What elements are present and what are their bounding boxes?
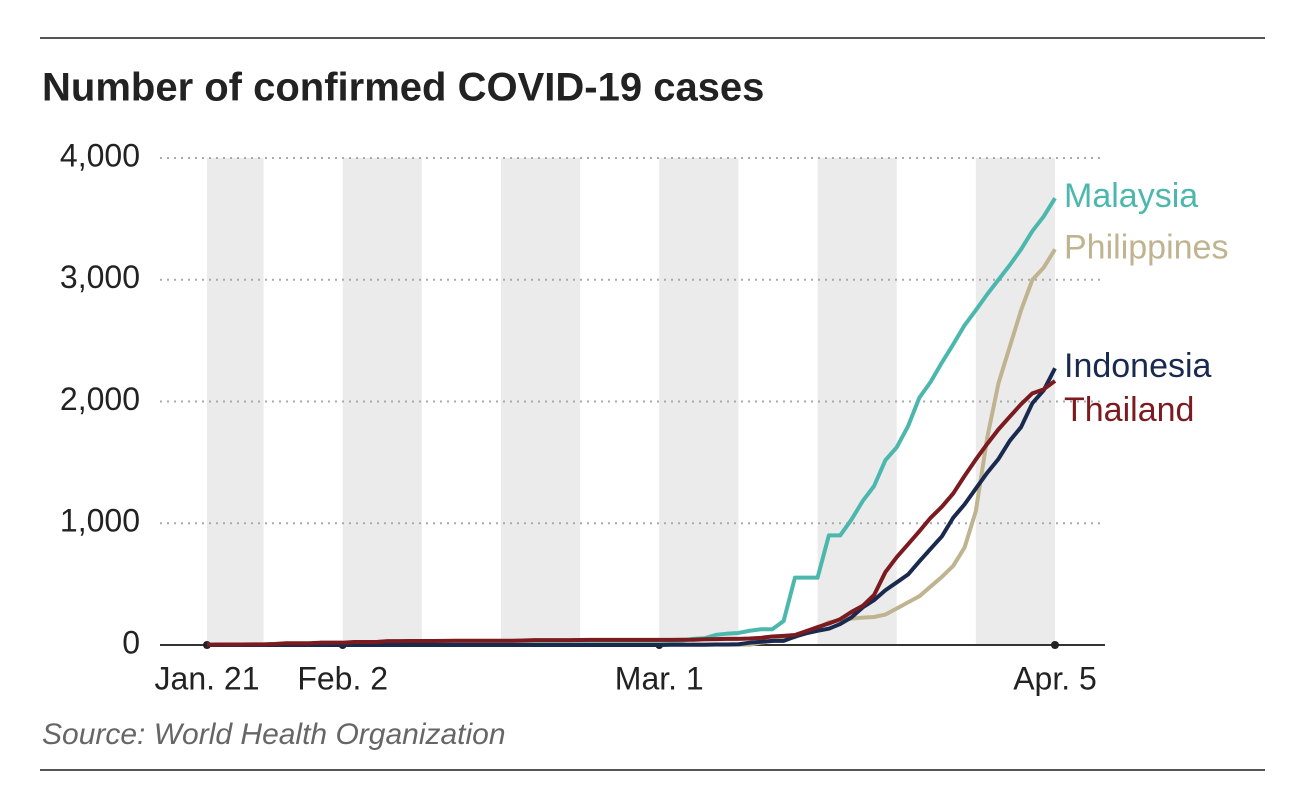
y-tick-label: 4,000 xyxy=(60,137,140,173)
y-tick-label: 0 xyxy=(122,624,140,660)
x-tick xyxy=(1051,641,1059,649)
y-tick-label: 2,000 xyxy=(60,381,140,417)
week-band xyxy=(342,158,422,645)
week-band xyxy=(207,158,264,645)
x-tick-label: Mar. 1 xyxy=(615,660,704,696)
source: Source: World Health Organization xyxy=(42,718,506,751)
week-band xyxy=(817,158,897,645)
legend-label: Thailand xyxy=(1064,391,1194,429)
series-line xyxy=(207,367,1057,647)
y-tick-label: 3,000 xyxy=(60,259,140,295)
x-tick-label: Apr. 5 xyxy=(1013,660,1097,696)
series-line xyxy=(206,379,1057,647)
legend-label: Malaysia xyxy=(1064,177,1198,215)
x-tick-label: Jan. 21 xyxy=(155,660,260,696)
x-tick-label: Feb. 2 xyxy=(297,660,388,696)
legend-label: Indonesia xyxy=(1064,347,1212,385)
y-tick-label: 1,000 xyxy=(60,503,140,539)
chart-title: Number of confirmed COVID-19 cases xyxy=(42,66,764,110)
legend-label: Philippines xyxy=(1064,228,1228,266)
week-band xyxy=(500,158,581,645)
